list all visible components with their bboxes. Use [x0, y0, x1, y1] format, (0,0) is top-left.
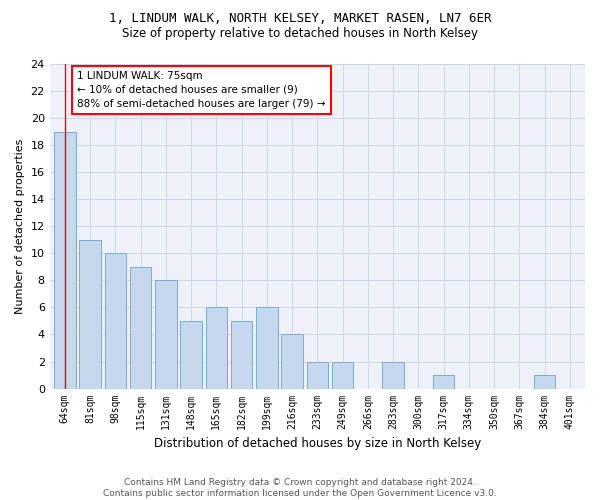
Bar — [382, 362, 404, 388]
Bar — [54, 132, 76, 388]
Text: Contains HM Land Registry data © Crown copyright and database right 2024.
Contai: Contains HM Land Registry data © Crown c… — [103, 478, 497, 498]
Bar — [231, 321, 253, 388]
Bar — [256, 308, 278, 388]
Bar — [332, 362, 353, 388]
Bar — [181, 321, 202, 388]
Bar — [281, 334, 303, 388]
Bar — [307, 362, 328, 388]
Bar — [130, 267, 151, 388]
Bar — [104, 254, 126, 388]
Bar — [155, 280, 176, 388]
Bar — [206, 308, 227, 388]
Text: 1, LINDUM WALK, NORTH KELSEY, MARKET RASEN, LN7 6ER: 1, LINDUM WALK, NORTH KELSEY, MARKET RAS… — [109, 12, 491, 26]
Bar — [534, 375, 556, 388]
Text: 1 LINDUM WALK: 75sqm
← 10% of detached houses are smaller (9)
88% of semi-detach: 1 LINDUM WALK: 75sqm ← 10% of detached h… — [77, 71, 326, 109]
X-axis label: Distribution of detached houses by size in North Kelsey: Distribution of detached houses by size … — [154, 437, 481, 450]
Text: Size of property relative to detached houses in North Kelsey: Size of property relative to detached ho… — [122, 28, 478, 40]
Bar — [433, 375, 454, 388]
Bar — [79, 240, 101, 388]
Y-axis label: Number of detached properties: Number of detached properties — [15, 138, 25, 314]
